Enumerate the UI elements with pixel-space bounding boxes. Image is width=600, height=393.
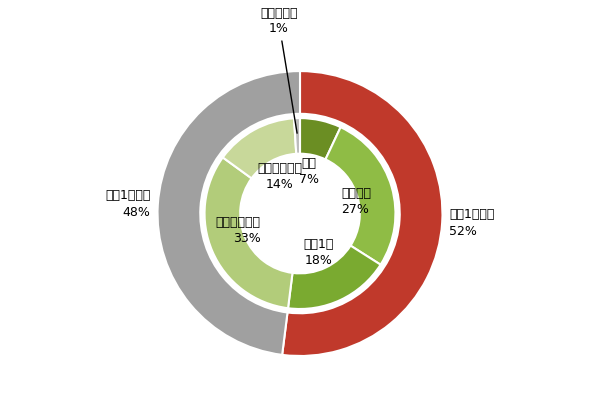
Wedge shape <box>223 118 296 178</box>
Wedge shape <box>300 118 341 160</box>
Wedge shape <box>282 71 442 356</box>
Text: 数か月に１回
33%: 数か月に１回 33% <box>216 216 261 245</box>
Text: 月に1回未満
48%: 月に1回未満 48% <box>106 189 151 219</box>
Wedge shape <box>205 158 293 308</box>
Text: 月に1回
18%: 月に1回 18% <box>303 238 334 267</box>
Text: 一度もない
1%: 一度もない 1% <box>260 7 298 133</box>
Wedge shape <box>294 118 300 154</box>
Wedge shape <box>288 246 380 309</box>
Wedge shape <box>325 127 395 264</box>
Text: 月に数回
27%: 月に数回 27% <box>341 187 371 216</box>
Text: 月に1回以上
52%: 月に1回以上 52% <box>449 208 494 238</box>
Text: 毎週
7%: 毎週 7% <box>299 157 319 186</box>
Wedge shape <box>158 71 300 355</box>
Text: ほとんどない
14%: ほとんどない 14% <box>257 162 302 191</box>
